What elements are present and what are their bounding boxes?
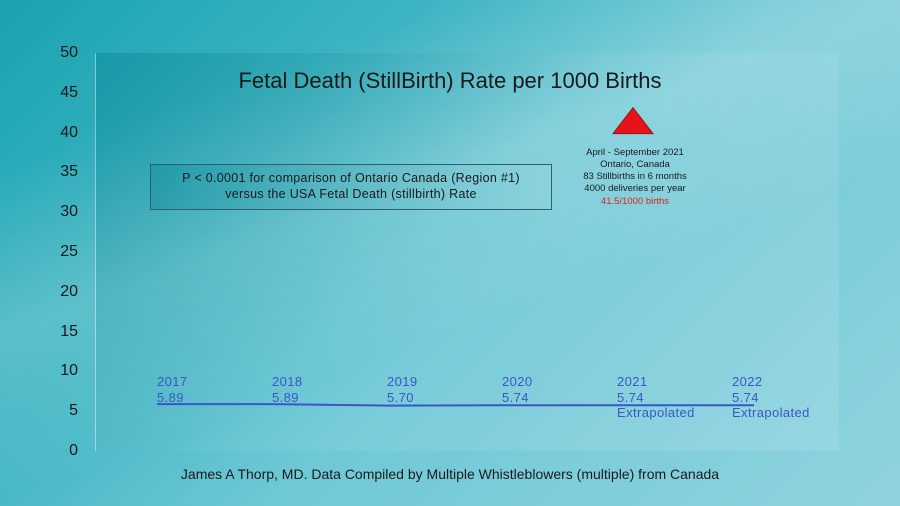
- data-value-label: 5.74: [732, 390, 759, 405]
- extrapolated-note: Extrapolated: [617, 405, 695, 420]
- y-tick-label: 40: [60, 123, 78, 141]
- plot-area: [95, 53, 839, 451]
- annotation-line-3: 83 Stillbirths in 6 months: [583, 171, 687, 182]
- x-category-label: 2022: [732, 374, 763, 389]
- y-tick-label: 15: [60, 322, 78, 340]
- x-category-label: 2018: [272, 374, 303, 389]
- y-tick-label: 30: [60, 203, 78, 221]
- y-tick-label: 0: [69, 442, 78, 459]
- y-tick-label: 10: [60, 362, 78, 380]
- y-tick-label: 20: [60, 282, 78, 300]
- annotation-line-4: 4000 deliveries per year: [584, 183, 686, 194]
- x-category-label: 2019: [387, 374, 418, 389]
- data-value-label: 5.74: [617, 390, 644, 405]
- footer-credit: James A Thorp, MD. Data Compiled by Mult…: [180, 466, 720, 482]
- y-tick-label: 50: [60, 44, 78, 61]
- x-category-label: 2021: [617, 374, 648, 389]
- series-line: [157, 403, 754, 407]
- p-value-line-1: P < 0.0001 for comparison of Ontario Can…: [182, 171, 520, 185]
- x-category-label: 2017: [157, 374, 188, 389]
- annotation-line-2: Ontario, Canada: [600, 159, 670, 170]
- p-value-box: P < 0.0001 for comparison of Ontario Can…: [150, 164, 552, 210]
- annotation-line-1: April - September 2021: [586, 147, 684, 158]
- extrapolated-note: Extrapolated: [732, 405, 810, 420]
- data-value-label: 5.70: [387, 390, 414, 405]
- data-value-label: 5.74: [502, 390, 529, 405]
- y-tick-label: 25: [60, 243, 78, 260]
- annotation-highlight: 41.5/1000 births: [600, 196, 670, 207]
- y-tick-label: 35: [60, 163, 78, 181]
- highlight-triangle-marker: [611, 106, 655, 135]
- x-category-label: 2020: [502, 374, 533, 389]
- y-tick-label: 5: [69, 402, 78, 420]
- p-value-line-2: versus the USA Fetal Death (stillbirth) …: [225, 187, 477, 201]
- y-tick-label: 45: [60, 83, 78, 101]
- data-value-label: 5.89: [272, 390, 299, 405]
- data-value-label: 5.89: [157, 390, 184, 405]
- chart-title: Fetal Death (StillBirth) Rate per 1000 B…: [238, 68, 662, 93]
